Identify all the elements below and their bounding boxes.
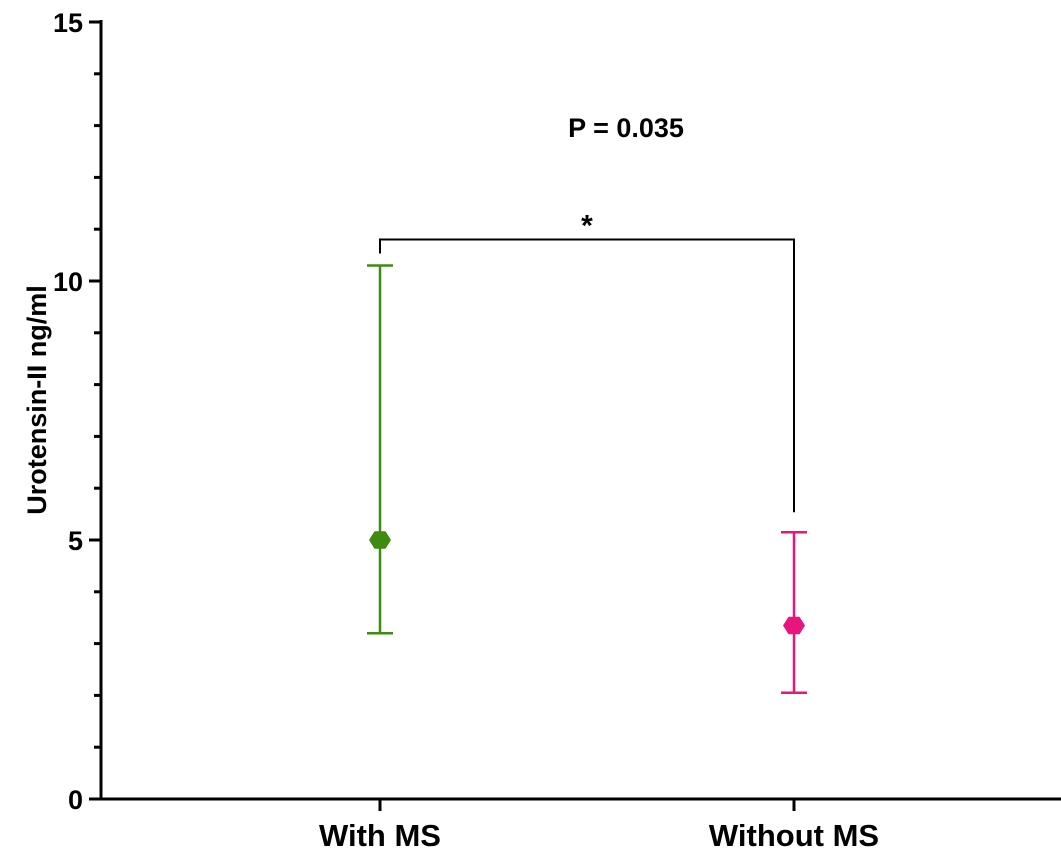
p-value-label: P = 0.035 — [568, 113, 684, 143]
bracket-line — [379, 238, 795, 513]
y-axis-label: Urotensin-II ng/ml — [22, 285, 52, 515]
y-tick-label: 15 — [53, 8, 83, 38]
x-tick-label: With MS — [319, 818, 441, 853]
data-point-group — [367, 264, 393, 635]
data-point-marker — [783, 616, 805, 635]
data-point-group — [781, 530, 807, 695]
data-point-marker — [369, 531, 391, 549]
y-tick-label: 10 — [53, 267, 83, 297]
x-tick-labels: With MS Without MS — [319, 799, 879, 853]
y-ticks: 0 5 10 15 — [53, 8, 101, 815]
data-marks — [367, 264, 807, 695]
x-tick-label: Without MS — [709, 818, 879, 853]
y-tick-label: 0 — [68, 785, 83, 815]
y-tick-label: 5 — [68, 526, 83, 556]
axes — [99, 20, 1061, 801]
significance-bracket — [379, 238, 795, 513]
significance-star: * — [581, 210, 593, 243]
